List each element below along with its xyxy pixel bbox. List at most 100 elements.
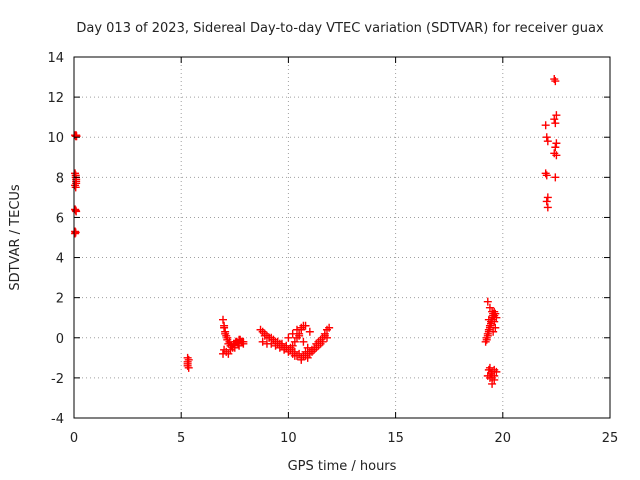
data-point (316, 339, 325, 348)
data-point (265, 333, 274, 342)
data-point (282, 341, 291, 350)
data-point (485, 363, 494, 372)
data-point (485, 373, 494, 382)
data-point (184, 355, 193, 364)
data-point (551, 119, 560, 128)
x-tick-label: 20 (495, 431, 512, 446)
data-point (295, 349, 304, 358)
data-point (267, 339, 276, 348)
data-point (71, 229, 80, 238)
y-tick-label: -2 (51, 372, 64, 387)
data-point (277, 339, 286, 348)
data-point (542, 171, 551, 180)
data-point (297, 355, 306, 364)
data-point (286, 345, 295, 354)
data-point (550, 115, 559, 124)
data-point (269, 335, 278, 344)
data-point (219, 349, 228, 358)
data-point (483, 331, 492, 340)
data-point (226, 345, 235, 354)
data-point (487, 319, 496, 328)
data-point (71, 171, 80, 180)
x-tick-label: 5 (177, 431, 185, 446)
data-point (550, 75, 559, 84)
data-point (312, 343, 321, 352)
y-tick-label: 8 (56, 171, 64, 186)
y-tick-label: 4 (56, 252, 64, 267)
data-point (325, 323, 334, 332)
data-points (71, 75, 561, 388)
data-point (488, 379, 497, 388)
data-point (490, 375, 499, 384)
data-point (303, 343, 312, 352)
axis-ticks: 0 5 10 15 20 25 -4 -2 0 2 4 6 8 10 12 14 (47, 51, 618, 446)
data-point (238, 337, 247, 346)
data-point (295, 331, 304, 340)
data-point (273, 337, 282, 346)
data-point (234, 339, 243, 348)
data-point (299, 351, 308, 360)
x-tick-label: 15 (387, 431, 404, 446)
data-point (551, 173, 560, 182)
grid-lines (74, 57, 610, 418)
data-point (260, 331, 269, 340)
data-point (303, 353, 312, 362)
data-point (551, 77, 560, 86)
data-point (490, 365, 499, 374)
data-point (552, 139, 561, 148)
data-point (543, 193, 552, 202)
data-point (485, 323, 494, 332)
data-point (552, 111, 561, 120)
data-point (541, 121, 550, 130)
data-point (541, 169, 550, 178)
data-point (543, 137, 552, 146)
data-point (72, 179, 81, 188)
data-point (258, 337, 267, 346)
data-point (297, 323, 306, 332)
y-tick-label: 0 (56, 332, 64, 347)
y-tick-label: 12 (47, 91, 64, 106)
data-point (492, 313, 501, 322)
y-tick-label: 10 (47, 131, 64, 146)
data-point (320, 331, 329, 340)
data-point (301, 321, 310, 330)
data-point (72, 207, 81, 216)
data-point (483, 297, 492, 306)
data-point (482, 335, 491, 344)
data-point (552, 151, 561, 160)
data-point (484, 327, 493, 336)
data-point (271, 341, 280, 350)
plot-frame (73, 56, 611, 419)
data-point (485, 303, 494, 312)
data-point (220, 323, 229, 332)
y-tick-label: -4 (51, 412, 64, 427)
y-axis-label: SDTVAR / TECUs (8, 184, 23, 291)
y-tick-label: 2 (56, 292, 64, 307)
data-point (307, 347, 316, 356)
data-point (551, 143, 560, 152)
x-tick-label: 0 (70, 431, 78, 446)
data-point (275, 343, 284, 352)
data-point (219, 315, 228, 324)
y-tick-label: 14 (47, 51, 64, 66)
x-axis-label: GPS time / hours (288, 459, 397, 474)
data-point (491, 309, 500, 318)
data-point (290, 337, 299, 346)
data-point (488, 315, 497, 324)
data-point (290, 351, 299, 360)
data-point (284, 333, 293, 342)
y-tick-label: 6 (56, 211, 64, 226)
data-point (542, 197, 551, 206)
data-point (223, 333, 232, 342)
data-point (292, 325, 301, 334)
data-point (542, 133, 551, 142)
x-tick-label: 25 (602, 431, 619, 446)
data-point (221, 329, 230, 338)
chart-title: Day 013 of 2023, Sidereal Day-to-day VTE… (76, 21, 604, 36)
data-point (543, 203, 552, 212)
data-point (305, 327, 314, 336)
data-point (183, 359, 192, 368)
data-point (184, 363, 193, 372)
